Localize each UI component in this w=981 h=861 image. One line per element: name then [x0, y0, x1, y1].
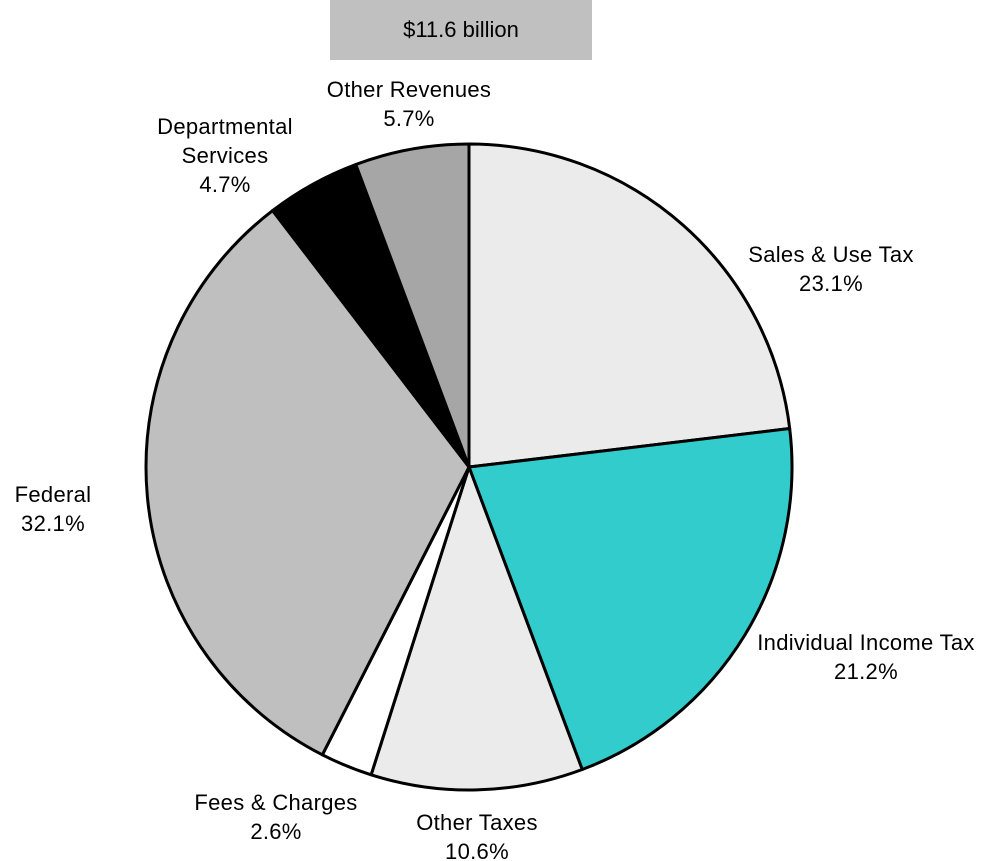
pie-slice: [354, 142, 471, 469]
slice-label: Departmental Services 4.7%: [135, 112, 315, 199]
chart-title: $11.6 billion: [330, 0, 592, 60]
slice-label: Other Revenues 5.7%: [294, 75, 524, 133]
value-label: 21.2%: [834, 659, 898, 684]
category-label: Other Taxes: [416, 810, 538, 835]
slice-label: Sales & Use Tax 23.1%: [711, 240, 951, 298]
value-label: 32.1%: [21, 511, 85, 536]
pie-slice: [369, 465, 584, 792]
pie-slice: [467, 142, 792, 469]
value-label: 23.1%: [799, 271, 863, 296]
slice-label: Federal 32.1%: [0, 480, 108, 538]
category-label: Departmental Services: [157, 114, 293, 168]
category-label: Other Revenues: [326, 77, 492, 102]
pie-slice: [467, 427, 794, 772]
slice-label: Other Taxes 10.6%: [377, 808, 577, 861]
category-label: Sales & Use Tax: [748, 242, 914, 267]
slice-label: Individual Income Tax 21.2%: [751, 628, 981, 686]
value-label: 2.6%: [250, 819, 302, 844]
value-label: 5.7%: [383, 106, 435, 131]
category-label: Individual Income Tax: [757, 630, 975, 655]
slice-label: Fees & Charges 2.6%: [166, 788, 386, 846]
category-label: Federal: [14, 482, 92, 507]
category-label: Fees & Charges: [194, 790, 358, 815]
value-label: 4.7%: [199, 172, 251, 197]
value-label: 10.6%: [445, 839, 509, 861]
pie-slice: [144, 209, 471, 757]
